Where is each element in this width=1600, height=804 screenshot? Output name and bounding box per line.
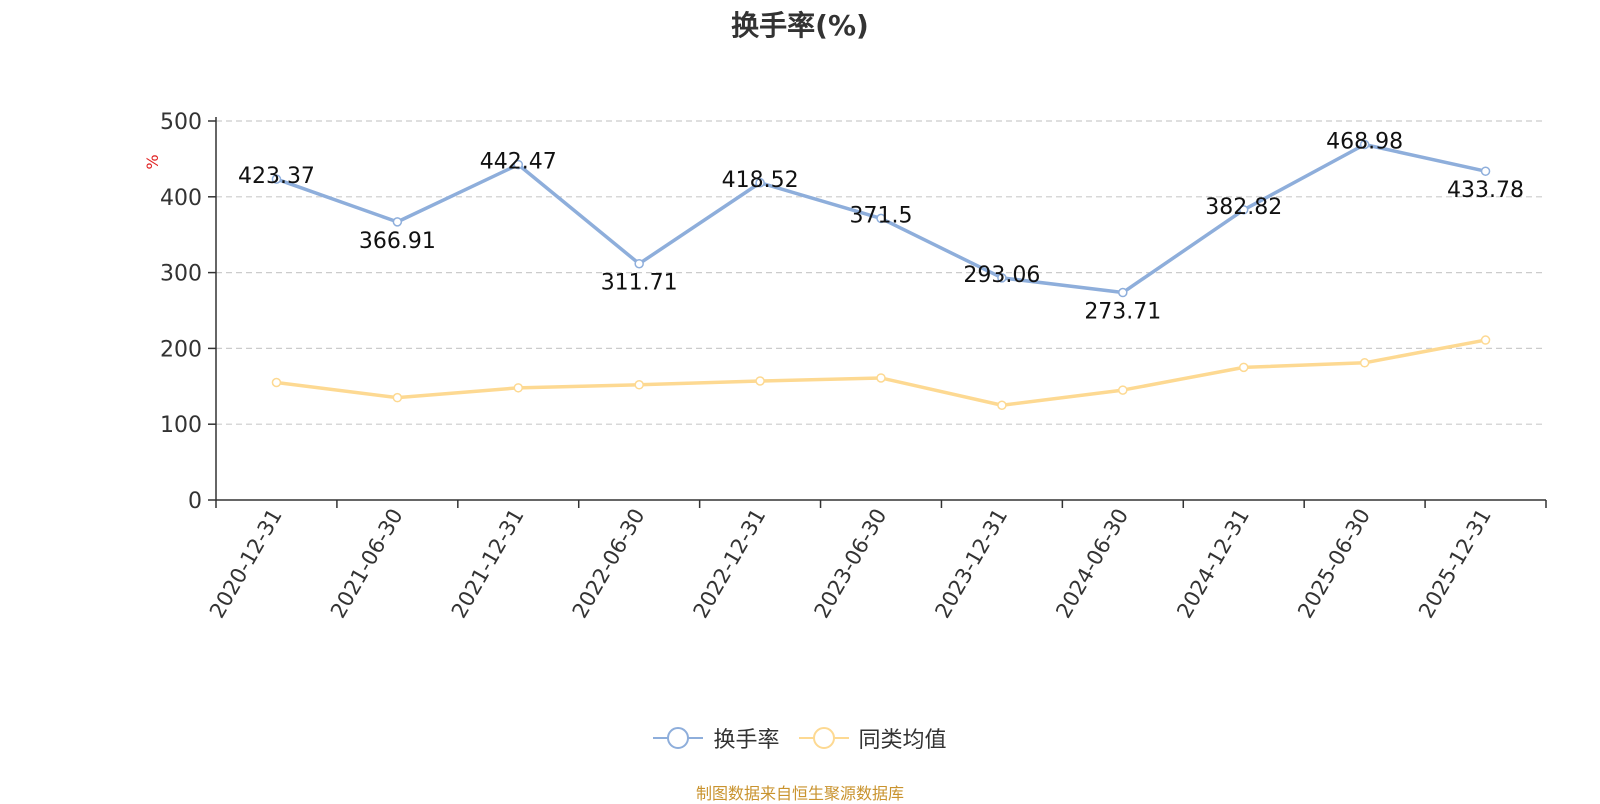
data-point-turnover — [1480, 166, 1491, 176]
data-point-turnover — [876, 213, 886, 224]
y-tick-label: 300 — [160, 262, 202, 287]
data-point-peer-average — [997, 400, 1007, 410]
legend-label-turnover: 换手率 — [713, 728, 780, 753]
data-label-turnover: 371.5 — [850, 203, 913, 228]
legend-item-peer-average[interactable]: 同类均值 — [798, 722, 947, 754]
x-tick-label: 2023-06-30 — [810, 505, 892, 623]
legend: 换手率 同类均值 — [0, 722, 1600, 756]
legend-marker-turnover-icon — [653, 727, 704, 749]
data-point-turnover — [271, 174, 282, 184]
data-label-turnover: 433.78 — [1447, 178, 1524, 203]
data-point-turnover — [1359, 139, 1370, 150]
data-label-turnover: 366.91 — [359, 229, 436, 254]
x-tick-label: 2021-12-31 — [447, 505, 529, 623]
data-point-peer-average — [513, 383, 524, 393]
series-line-peer-average — [276, 338, 1486, 407]
data-labels: 423.37 366.91 442.47 311.71 418.52 371.5 293.0… — [238, 130, 1524, 325]
data-point-turnover — [634, 258, 644, 269]
x-tick-label: 2022-06-30 — [568, 505, 650, 623]
data-label-turnover: 468.98 — [1326, 130, 1403, 155]
y-tick-label: 400 — [160, 186, 202, 211]
data-point-peer-average — [1238, 362, 1249, 373]
x-tick-label: 2023-12-31 — [930, 505, 1012, 623]
data-point-peer-average — [1359, 358, 1370, 368]
x-tick-label: 2025-06-30 — [1293, 505, 1375, 623]
data-label-turnover: 293.06 — [963, 263, 1040, 288]
x-tick-label: 2022-12-31 — [689, 505, 771, 623]
legend-item-turnover[interactable]: 换手率 — [653, 722, 780, 754]
data-label-turnover: 423.37 — [238, 164, 315, 189]
legend-marker-peer-average-icon — [798, 727, 849, 749]
data-point-turnover — [1118, 287, 1128, 298]
x-tick-label: 2020-12-31 — [205, 505, 287, 623]
data-point-turnover — [1238, 205, 1249, 215]
data-point-peer-average — [634, 380, 644, 390]
data-point-peer-average — [876, 373, 886, 383]
data-point-turnover — [392, 217, 403, 227]
data-label-turnover: 311.71 — [601, 271, 678, 296]
y-tick-label: 100 — [160, 413, 202, 438]
chart-plot: 0 100 200 300 400 500 2020-12-31 2021-06-30 2021… — [143, 110, 1547, 623]
data-point-peer-average — [271, 377, 282, 388]
x-tick-label: 2025-12-31 — [1414, 505, 1496, 623]
axes: 0 100 200 300 400 500 2020-12-31 2021-06-30 2021… — [160, 110, 1547, 623]
legend-label-peer-average: 同类均值 — [858, 728, 947, 753]
x-tick-label: 2021-06-30 — [326, 505, 408, 623]
data-source-note: 制图数据来自恒生聚源数据库 — [695, 784, 904, 803]
series — [271, 139, 1491, 410]
data-point-turnover — [513, 159, 524, 170]
data-point-peer-average — [755, 376, 765, 386]
data-point-peer-average — [392, 392, 403, 403]
y-axis-label: % — [143, 154, 162, 169]
x-tick-label: 2024-06-30 — [1051, 505, 1133, 623]
y-tick-label: 200 — [160, 337, 202, 362]
data-label-turnover: 273.71 — [1084, 300, 1161, 325]
data-point-peer-average — [1480, 335, 1491, 345]
data-point-turnover — [755, 178, 765, 188]
x-tick-label: 2024-12-31 — [1172, 505, 1254, 623]
y-tick-label: 0 — [188, 489, 202, 514]
data-point-turnover — [997, 273, 1007, 283]
data-label-turnover: 442.47 — [480, 150, 557, 175]
data-label-turnover: 382.82 — [1205, 195, 1282, 220]
data-label-turnover: 418.52 — [722, 168, 799, 193]
gridlines — [216, 120, 1546, 425]
y-tick-label: 500 — [160, 110, 202, 135]
chart-title: 换手率(%) — [731, 9, 869, 42]
data-point-peer-average — [1118, 385, 1128, 395]
